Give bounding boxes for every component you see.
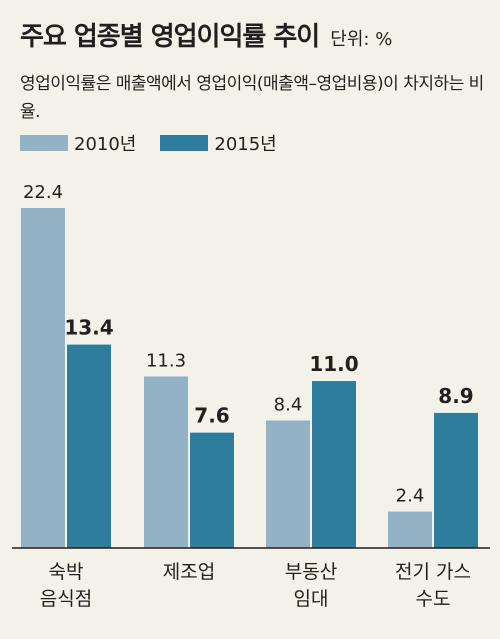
chart-description: 영업이익률은 매출액에서 영업이익(매출액–영업비용)이 차지하는 비율. [20,74,484,122]
category-label-2-1: 임대 [294,588,329,610]
legend-swatch-2015 [160,135,209,151]
legend: 2010년 2015년 [20,130,301,156]
category-label-3-0: 전기 가스 [395,561,471,583]
category-label-3-1: 수도 [416,588,451,610]
category-label-0-0: 숙박 [49,561,84,583]
legend-label-2015: 2015년 [214,134,277,155]
title-row: 주요 업종별 영업이익률 추이 단위: % [20,16,392,53]
data-label-2015년-0: 13.4 [64,316,113,340]
bar-2010년-1 [144,376,188,548]
bar-2015년-0 [67,344,111,548]
data-label-2015년-3: 8.9 [438,384,473,408]
bar-2010년-2 [266,420,310,548]
data-label-2010년-2: 8.4 [274,395,303,416]
data-label-2010년-1: 11.3 [146,350,186,371]
data-label-2010년-3: 2.4 [396,486,425,507]
data-label-2015년-2: 11.0 [309,352,358,376]
legend-label-2010: 2010년 [74,134,137,155]
bar-2010년-3 [388,511,432,548]
category-label-0-1: 음식점 [40,588,92,610]
unit-label: 단위: % [330,29,393,50]
legend-item-2015: 2015년 [160,130,277,156]
category-label-1-0: 제조업 [163,561,215,583]
bar-2010년-0 [21,208,65,548]
chart-title: 주요 업종별 영업이익률 추이 [20,22,320,52]
legend-swatch-2010 [20,135,68,151]
bar-2015년-2 [312,381,356,548]
bar-2015년-1 [190,432,234,548]
legend-item-2010: 2010년 [20,130,136,156]
data-label-2010년-0: 22.4 [23,182,63,203]
bar-2015년-3 [434,412,478,548]
category-label-2-0: 부동산 [285,561,337,583]
data-label-2015년-1: 7.6 [194,404,229,428]
